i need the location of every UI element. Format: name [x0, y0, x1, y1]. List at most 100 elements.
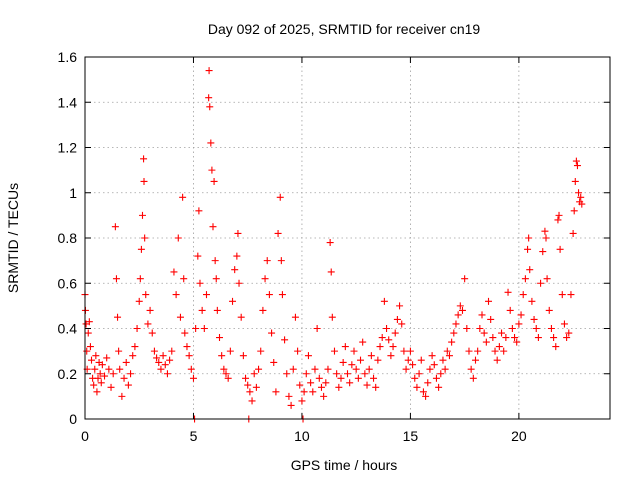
data-point: [328, 313, 336, 321]
data-point: [339, 358, 347, 366]
x-axis: 0 5 10 15 20: [81, 57, 527, 444]
data-point: [404, 356, 412, 364]
data-point: [118, 392, 126, 400]
data-point: [296, 381, 304, 389]
data-point: [291, 313, 299, 321]
data-point: [415, 370, 423, 378]
data-point: [430, 361, 438, 369]
x-tick-label: 5: [190, 428, 198, 444]
data-point: [545, 306, 553, 314]
data-point: [90, 381, 98, 389]
data-point: [218, 352, 226, 360]
data-point: [543, 275, 551, 283]
data-point: [441, 365, 449, 373]
data-point: [212, 275, 220, 283]
data-point: [289, 365, 297, 373]
data-point: [550, 334, 558, 342]
data-point: [131, 343, 139, 351]
data-point: [437, 370, 445, 378]
data-point: [530, 315, 538, 323]
data-point: [168, 347, 176, 355]
data-point: [83, 347, 91, 355]
data-point: [259, 306, 267, 314]
data-point: [471, 356, 479, 364]
data-point: [88, 356, 96, 364]
data-point: [311, 365, 319, 373]
data-point: [393, 315, 401, 323]
data-point: [120, 374, 128, 382]
data-point: [577, 193, 585, 201]
data-point: [278, 291, 286, 299]
data-point: [114, 313, 122, 321]
data-point: [208, 166, 216, 174]
data-point: [417, 356, 425, 364]
data-point: [426, 365, 434, 373]
data-point: [456, 302, 464, 310]
data-point: [180, 275, 188, 283]
y-tick-label: 1: [69, 185, 77, 201]
data-point: [229, 297, 237, 305]
data-point: [136, 275, 144, 283]
y-tick-label: 0.6: [58, 275, 78, 291]
data-point: [86, 343, 94, 351]
data-point: [383, 325, 391, 332]
data-point: [255, 365, 263, 373]
data-point: [324, 365, 332, 373]
data-point: [341, 343, 349, 351]
data-point: [205, 67, 213, 75]
data-point: [361, 370, 369, 378]
data-point: [189, 374, 197, 382]
data-point: [452, 320, 460, 328]
data-point: [150, 347, 158, 355]
data-point: [504, 288, 512, 296]
data-point: [367, 352, 375, 360]
data-point: [124, 381, 132, 389]
data-point: [552, 343, 560, 351]
data-point: [176, 313, 184, 321]
data-point: [135, 297, 143, 305]
data-point: [111, 223, 119, 231]
data-point: [137, 245, 145, 253]
data-point: [476, 325, 484, 332]
data-point: [231, 266, 239, 274]
data-point: [424, 379, 432, 387]
y-tick-label: 0.8: [58, 230, 78, 246]
data-point: [257, 347, 265, 355]
data-point: [315, 374, 323, 382]
data-point: [294, 347, 302, 355]
data-point: [524, 245, 532, 253]
data-point: [482, 338, 490, 346]
data-point: [556, 245, 564, 253]
data-point: [211, 257, 219, 265]
data-point: [281, 336, 289, 344]
x-tick-label: 20: [511, 428, 527, 444]
data-point: [558, 291, 566, 299]
data-point: [337, 374, 345, 382]
data-point: [525, 234, 533, 242]
data-point: [461, 275, 469, 283]
data-point: [107, 383, 115, 391]
data-point: [565, 329, 573, 337]
data-point: [469, 374, 477, 382]
data-point: [170, 268, 178, 276]
y-tick-label: 1.4: [58, 94, 78, 110]
data-point: [570, 207, 578, 215]
data-point: [163, 370, 171, 378]
data-point: [115, 347, 123, 355]
data-point: [101, 372, 109, 380]
data-point: [141, 234, 149, 242]
data-point: [224, 374, 232, 382]
data-point: [220, 365, 228, 373]
data-point: [517, 311, 525, 319]
data-point: [489, 334, 497, 342]
y-tick-label: 1.6: [58, 49, 78, 65]
data-point: [192, 325, 200, 332]
data-point: [378, 334, 386, 342]
data-point: [547, 325, 555, 332]
data-point: [528, 297, 536, 305]
data-point: [105, 365, 113, 373]
data-point: [133, 325, 141, 332]
data-point: [285, 392, 293, 400]
data-point: [302, 370, 310, 378]
x-tick-label: 10: [294, 428, 310, 444]
